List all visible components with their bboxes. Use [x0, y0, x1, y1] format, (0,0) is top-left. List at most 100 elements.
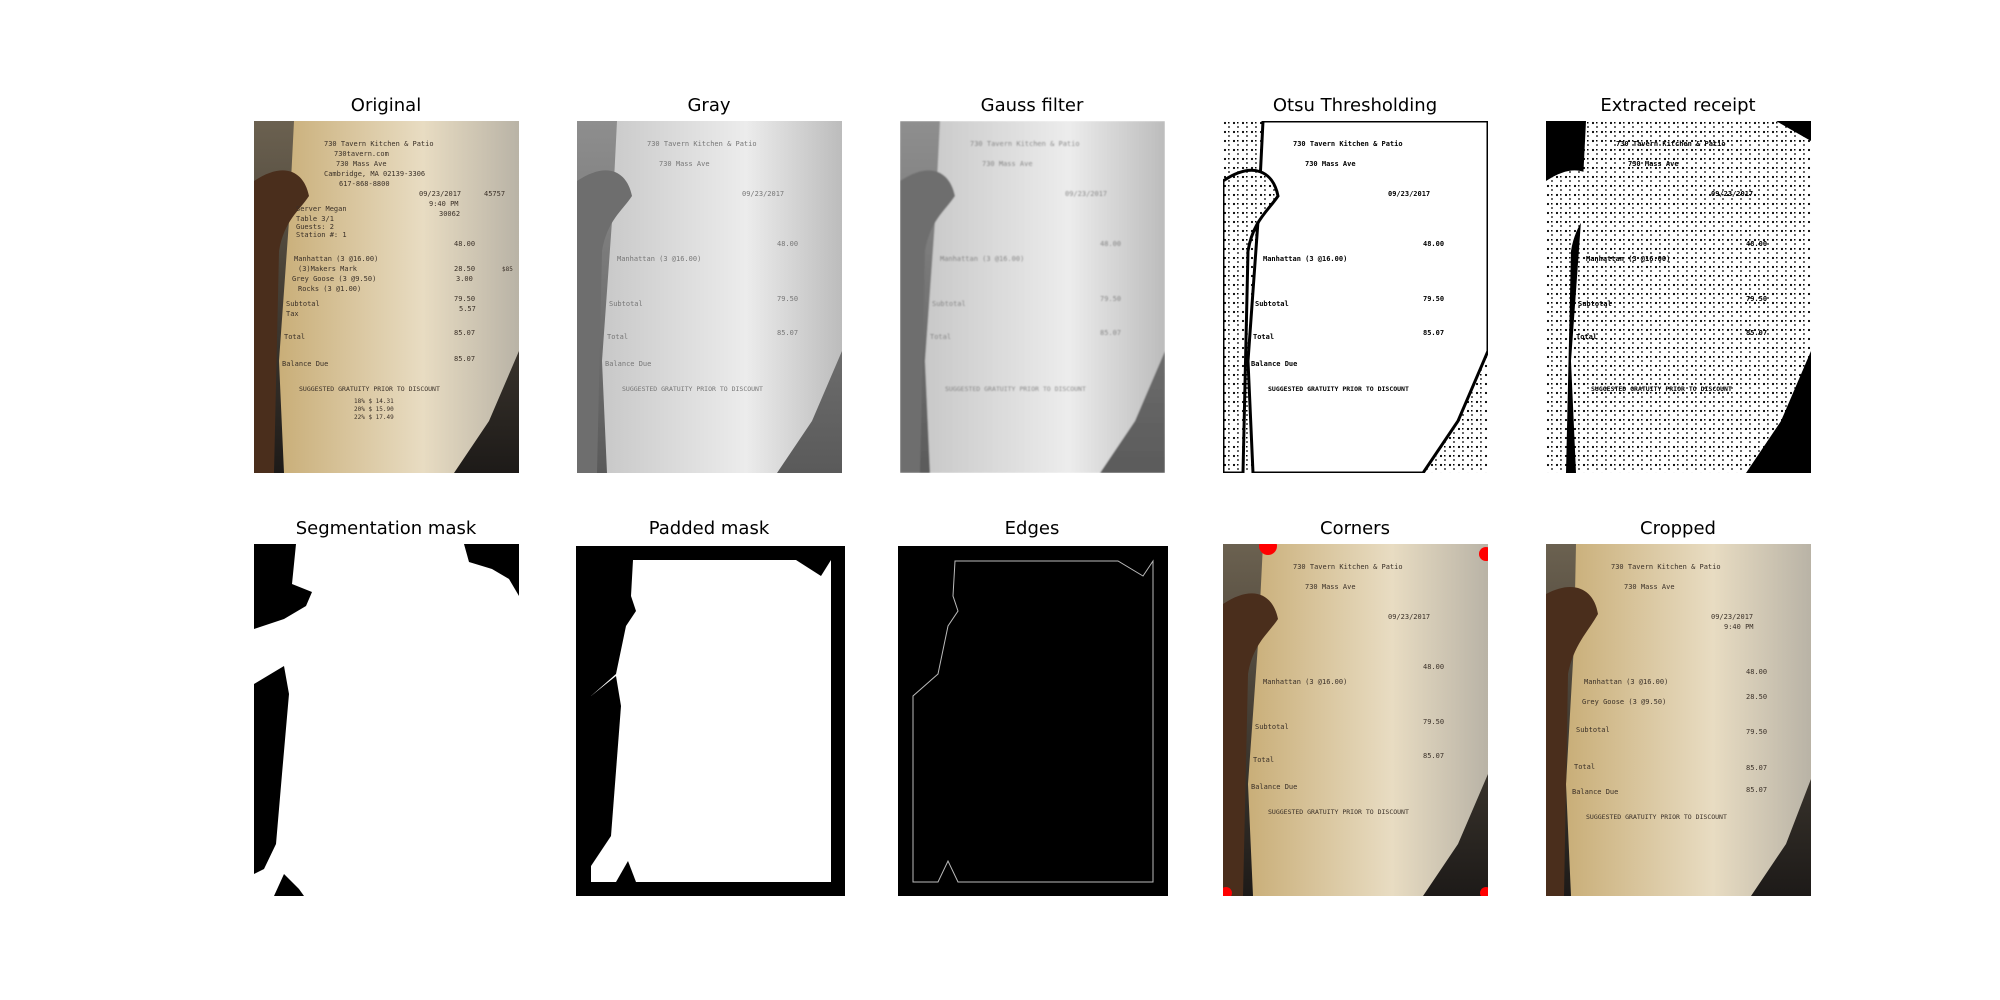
svg-text:85.07: 85.07	[454, 355, 475, 363]
svg-text:9:40 PM: 9:40 PM	[429, 200, 459, 208]
svg-text:SUGGESTED GRATUITY PRIOR TO DI: SUGGESTED GRATUITY PRIOR TO DISCOUNT	[1586, 813, 1727, 821]
svg-text:Manhattan (3 @16.00): Manhattan (3 @16.00)	[1586, 255, 1670, 263]
svg-text:730 Mass Ave: 730 Mass Ave	[1305, 583, 1356, 591]
svg-text:SUGGESTED GRATUITY PRIOR TO DI: SUGGESTED GRATUITY PRIOR TO DISCOUNT	[1268, 385, 1409, 393]
svg-text:Guests: 2: Guests: 2	[296, 223, 334, 231]
svg-text:730 Tavern Kitchen & Patio: 730 Tavern Kitchen & Patio	[1616, 140, 1726, 148]
svg-text:Subtotal: Subtotal	[1255, 300, 1289, 308]
svg-text:30062: 30062	[439, 210, 460, 218]
svg-text:Balance Due: Balance Due	[282, 360, 328, 368]
segmentation-mask-image	[254, 544, 519, 896]
svg-text:SUGGESTED GRATUITY PRIOR TO DI: SUGGESTED GRATUITY PRIOR TO DISCOUNT	[622, 385, 763, 393]
svg-text:09/23/2017: 09/23/2017	[1065, 190, 1107, 198]
svg-text:79.50: 79.50	[454, 295, 475, 303]
svg-text:28.50: 28.50	[1746, 693, 1767, 701]
svg-text:730 Mass Ave: 730 Mass Ave	[336, 160, 387, 168]
svg-text:Tax: Tax	[286, 310, 299, 318]
svg-text:Cambridge, MA 02139-3306: Cambridge, MA 02139-3306	[324, 170, 425, 178]
svg-text:5.57: 5.57	[459, 305, 476, 313]
svg-text:20% $ 15.90: 20% $ 15.90	[354, 406, 394, 413]
svg-text:Balance Due: Balance Due	[1251, 360, 1297, 368]
corners-image: 730 Tavern Kitchen & Patio 730 Mass Ave …	[1223, 544, 1488, 896]
svg-text:SUGGESTED GRATUITY PRIOR TO DI: SUGGESTED GRATUITY PRIOR TO DISCOUNT	[1268, 808, 1409, 816]
svg-text:45757: 45757	[484, 190, 505, 198]
svg-text:Subtotal: Subtotal	[1576, 726, 1610, 734]
svg-text:22% $ 17.49: 22% $ 17.49	[354, 414, 394, 421]
padded-mask-panel	[576, 546, 845, 896]
svg-text:(3)Makers Mark: (3)Makers Mark	[298, 265, 358, 273]
svg-text:Subtotal: Subtotal	[609, 300, 643, 308]
svg-text:730 Mass Ave: 730 Mass Ave	[1624, 583, 1675, 591]
svg-text:SUGGESTED GRATUITY PRIOR TO DI: SUGGESTED GRATUITY PRIOR TO DISCOUNT	[299, 385, 440, 393]
svg-text:79.50: 79.50	[1746, 295, 1767, 303]
svg-text:48.00: 48.00	[1423, 663, 1444, 671]
receipt-photo-original: 730 Tavern Kitchen & Patio 730tavern.com…	[254, 121, 519, 473]
svg-text:09/23/2017: 09/23/2017	[1711, 613, 1753, 621]
gauss-image-panel: 730 Tavern Kitchen & Patio 730 Mass Ave …	[900, 121, 1165, 473]
svg-text:09/23/2017: 09/23/2017	[419, 190, 461, 198]
svg-text:79.50: 79.50	[1423, 295, 1444, 303]
svg-text:85.07: 85.07	[1423, 752, 1444, 760]
panel-title-gauss: Gauss filter	[872, 95, 1192, 117]
svg-text:Subtotal: Subtotal	[286, 300, 320, 308]
svg-text:Total: Total	[284, 333, 305, 341]
svg-text:Balance Due: Balance Due	[1572, 788, 1618, 796]
svg-text:28.50: 28.50	[454, 265, 475, 273]
svg-text:Rocks (3 @1.00): Rocks (3 @1.00)	[298, 285, 361, 293]
panel-title-segmentation: Segmentation mask	[226, 518, 546, 540]
otsu-image-panel: 730 Tavern Kitchen & Patio 730 Mass Ave …	[1223, 121, 1488, 473]
svg-text:Server Megan: Server Megan	[296, 205, 347, 213]
svg-text:85.07: 85.07	[454, 329, 475, 337]
svg-text:Grey Goose (3 @9.50): Grey Goose (3 @9.50)	[292, 275, 376, 283]
svg-text:Subtotal: Subtotal	[1578, 300, 1612, 308]
padded-mask-image	[576, 546, 845, 896]
svg-text:79.50: 79.50	[1423, 718, 1444, 726]
svg-text:Manhattan (3 @16.00): Manhattan (3 @16.00)	[1263, 255, 1347, 263]
svg-text:Station #: 1: Station #: 1	[296, 231, 347, 239]
svg-text:48.00: 48.00	[1746, 668, 1767, 676]
panel-title-otsu: Otsu Thresholding	[1195, 95, 1515, 117]
cropped-image: 730 Tavern Kitchen & Patio 730 Mass Ave …	[1546, 544, 1811, 896]
svg-text:Total: Total	[930, 333, 951, 341]
svg-text:79.50: 79.50	[1100, 295, 1121, 303]
panel-title-corners: Corners	[1195, 518, 1515, 540]
svg-text:79.50: 79.50	[777, 295, 798, 303]
svg-text:Balance Due: Balance Due	[1251, 783, 1297, 791]
svg-text:Total: Total	[1574, 763, 1595, 771]
svg-text:730 Tavern Kitchen & Patio: 730 Tavern Kitchen & Patio	[970, 140, 1080, 148]
svg-text:48.00: 48.00	[454, 240, 475, 248]
svg-text:730 Mass Ave: 730 Mass Ave	[982, 160, 1033, 168]
svg-text:09/23/2017: 09/23/2017	[1711, 190, 1753, 198]
svg-text:48.00: 48.00	[777, 240, 798, 248]
extracted-image-panel: 730 Tavern Kitchen & Patio 730 Mass Ave …	[1546, 121, 1811, 473]
svg-text:Table 3/1: Table 3/1	[296, 215, 334, 223]
svg-text:617-868-8800: 617-868-8800	[339, 180, 390, 188]
svg-text:85.07: 85.07	[1746, 329, 1767, 337]
svg-text:730 Tavern Kitchen & Patio: 730 Tavern Kitchen & Patio	[1293, 563, 1403, 571]
svg-text:730 Tavern Kitchen & Patio: 730 Tavern Kitchen & Patio	[324, 140, 434, 148]
edges-panel	[898, 546, 1168, 896]
svg-text:Manhattan (3 @16.00): Manhattan (3 @16.00)	[1584, 678, 1668, 686]
corners-panel: 730 Tavern Kitchen & Patio 730 Mass Ave …	[1223, 544, 1488, 896]
svg-text:Manhattan (3 @16.00): Manhattan (3 @16.00)	[940, 255, 1024, 263]
svg-text:Total: Total	[1253, 333, 1274, 341]
svg-text:Subtotal: Subtotal	[932, 300, 966, 308]
svg-text:Balance Due: Balance Due	[605, 360, 651, 368]
receipt-extracted: 730 Tavern Kitchen & Patio 730 Mass Ave …	[1546, 121, 1811, 473]
svg-text:85.07: 85.07	[1423, 329, 1444, 337]
panel-title-padded: Padded mask	[549, 518, 869, 540]
svg-text:09/23/2017: 09/23/2017	[742, 190, 784, 198]
svg-text:85.07: 85.07	[1100, 329, 1121, 337]
svg-text:48.00: 48.00	[1423, 240, 1444, 248]
svg-text:730tavern.com: 730tavern.com	[334, 150, 389, 158]
svg-text:730 Tavern Kitchen & Patio: 730 Tavern Kitchen & Patio	[1611, 563, 1721, 571]
panel-title-edges: Edges	[872, 518, 1192, 540]
svg-text:730 Mass Ave: 730 Mass Ave	[1628, 160, 1679, 168]
svg-text:Manhattan (3 @16.00): Manhattan (3 @16.00)	[1263, 678, 1347, 686]
svg-text:85.07: 85.07	[777, 329, 798, 337]
svg-text:85.07: 85.07	[1746, 764, 1767, 772]
svg-text:09/23/2017: 09/23/2017	[1388, 613, 1430, 621]
svg-text:SUGGESTED GRATUITY PRIOR TO DI: SUGGESTED GRATUITY PRIOR TO DISCOUNT	[1591, 385, 1732, 393]
svg-text:18% $ 14.31: 18% $ 14.31	[354, 398, 394, 405]
panel-title-extracted: Extracted receipt	[1518, 95, 1838, 117]
